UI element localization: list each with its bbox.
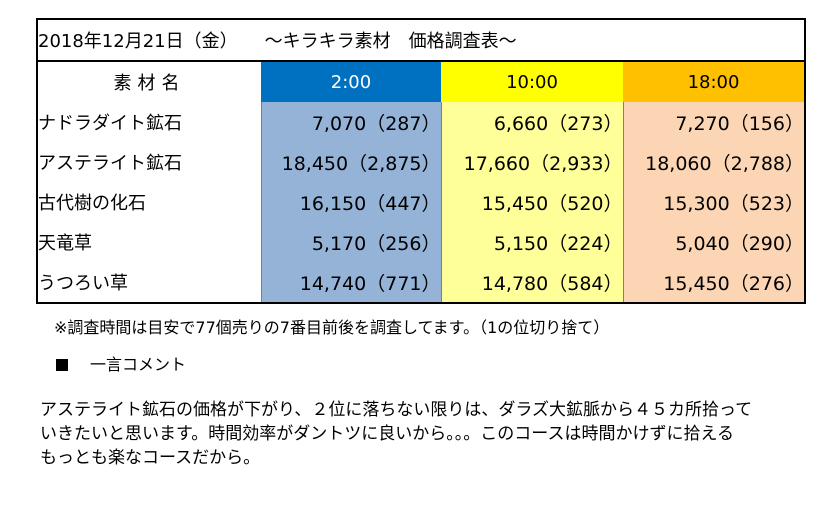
material-name-header: 素材名 <box>36 61 261 102</box>
time-header-2: 2:00 <box>261 61 441 102</box>
material-name: うつろい草 <box>36 262 261 304</box>
price-cell-2: 18,450（2,875） <box>260 142 441 182</box>
material-name: 古代樹の化石 <box>36 182 261 222</box>
comment-line: アステライト鉱石の価格が下がり、２位に落ちない限りは、ダラズ大鉱脈から４５カ所拾… <box>40 400 753 420</box>
comment-heading-label: 一言コメント <box>90 355 187 374</box>
material-name: ナドラダイト鉱石 <box>36 102 261 142</box>
comment-body: アステライト鉱石の価格が下がり、２位に落ちない限りは、ダラズ大鉱脈から４５カ所拾… <box>40 398 830 470</box>
square-bullet-icon <box>56 359 68 371</box>
comment-line: もっとも楽なコースだから。 <box>40 448 261 468</box>
price-cell-18: 18,060（2,788） <box>622 142 806 182</box>
table-title: 2018年12月21日（金） ～キラキラ素材 価格調査表～ <box>36 18 806 62</box>
time-header-18: 18:00 <box>623 61 806 102</box>
price-cell-18: 7,270（156） <box>622 102 806 142</box>
table-row: ナドラダイト鉱石 7,070（287） 6,660（273） 7,270（156… <box>36 102 806 142</box>
price-survey-table: 2018年12月21日（金） ～キラキラ素材 価格調査表～ 素材名 2:00 1… <box>36 18 806 304</box>
price-cell-10: 17,660（2,933） <box>440 142 623 182</box>
price-cell-2: 16,150（447） <box>260 182 441 222</box>
price-cell-18: 15,300（523） <box>622 182 806 222</box>
material-name: 天竜草 <box>36 222 261 262</box>
price-cell-2: 5,170（256） <box>260 222 441 262</box>
time-header-10: 10:00 <box>441 61 623 102</box>
table-row: 古代樹の化石 16,150（447） 15,450（520） 15,300（52… <box>36 182 806 222</box>
header-row: 素材名 2:00 10:00 18:00 <box>36 61 806 102</box>
price-cell-2: 14,740（771） <box>260 262 441 304</box>
title-row: 2018年12月21日（金） ～キラキラ素材 価格調査表～ <box>36 18 806 62</box>
comment-heading: 一言コメント <box>56 351 186 375</box>
price-cell-10: 14,780（584） <box>440 262 623 304</box>
price-cell-2: 7,070（287） <box>260 102 441 142</box>
price-cell-10: 6,660（273） <box>440 102 623 142</box>
table-row: 天竜草 5,170（256） 5,150（224） 5,040（290） <box>36 222 806 262</box>
price-cell-18: 15,450（276） <box>622 262 806 304</box>
price-cell-10: 5,150（224） <box>440 222 623 262</box>
material-name: アステライト鉱石 <box>36 142 261 182</box>
table-row: うつろい草 14,740（771） 14,780（584） 15,450（276… <box>36 262 806 304</box>
table-row: アステライト鉱石 18,450（2,875） 17,660（2,933） 18,… <box>36 142 806 182</box>
survey-note: ※調査時間は目安で77個売りの7番目前後を調査してます。（1の位切り捨て） <box>54 318 610 337</box>
price-cell-18: 5,040（290） <box>622 222 806 262</box>
price-cell-10: 15,450（520） <box>440 182 623 222</box>
comment-line: いきたいと思います。時間効率がダントツに良いから。。。このコースは時間かけずに拾… <box>40 424 734 444</box>
